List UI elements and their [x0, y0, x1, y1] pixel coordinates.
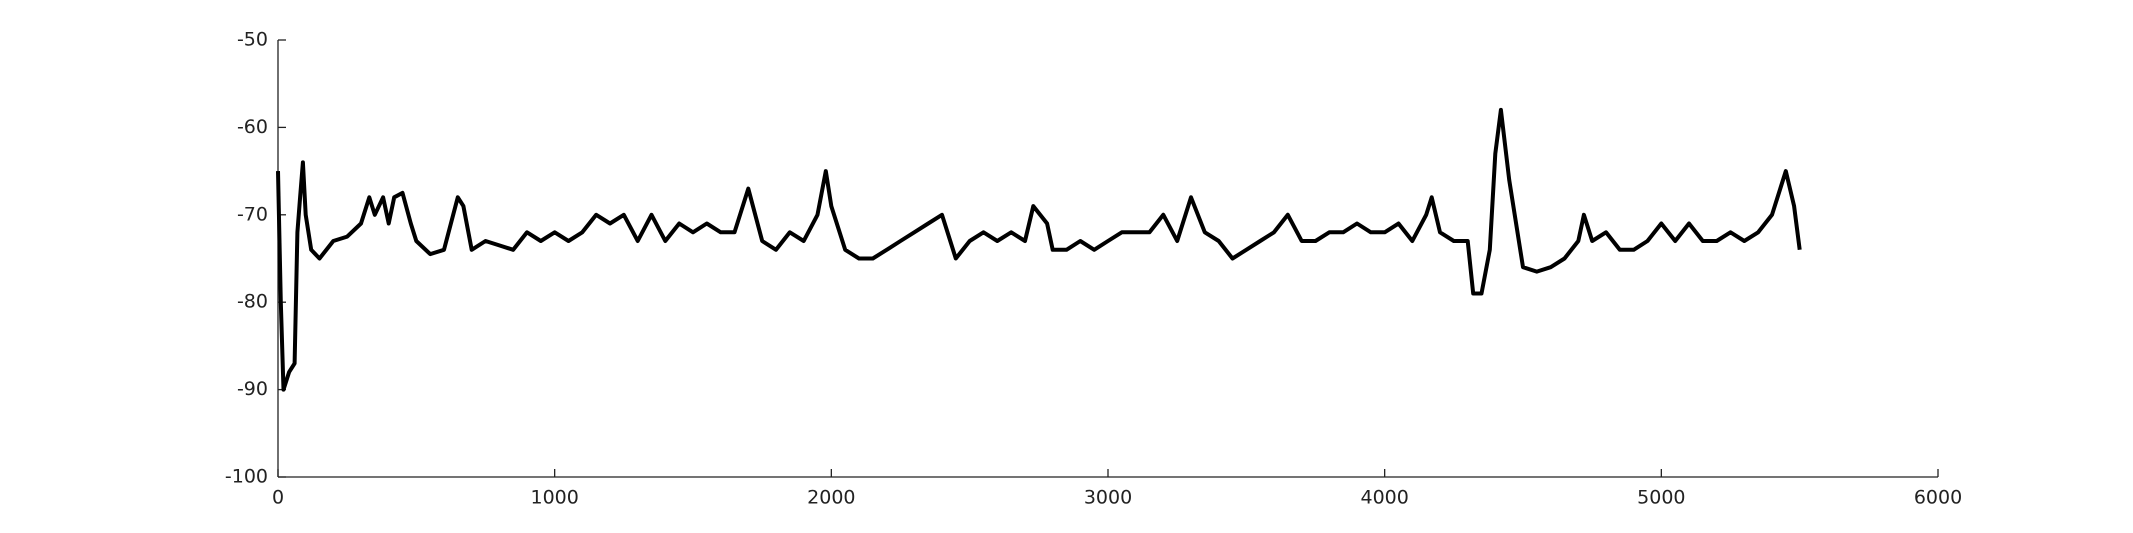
y-tick-label: -90	[237, 378, 268, 400]
x-tick-label: 6000	[1914, 487, 1962, 509]
x-tick-label: 1000	[530, 487, 578, 509]
data-line	[276, 107, 1802, 392]
x-tick-label: 0	[272, 487, 284, 509]
y-tick-label: -100	[225, 466, 268, 488]
x-tick-label: 2000	[807, 487, 855, 509]
y-tick-label: -70	[237, 203, 268, 225]
y-tick-label: -50	[237, 29, 268, 51]
x-tick-label: 5000	[1637, 487, 1685, 509]
y-tick-label: -60	[237, 116, 268, 138]
x-tick-label: 4000	[1360, 487, 1408, 509]
x-tick-label: 3000	[1084, 487, 1132, 509]
y-tick-label: -80	[237, 291, 268, 313]
